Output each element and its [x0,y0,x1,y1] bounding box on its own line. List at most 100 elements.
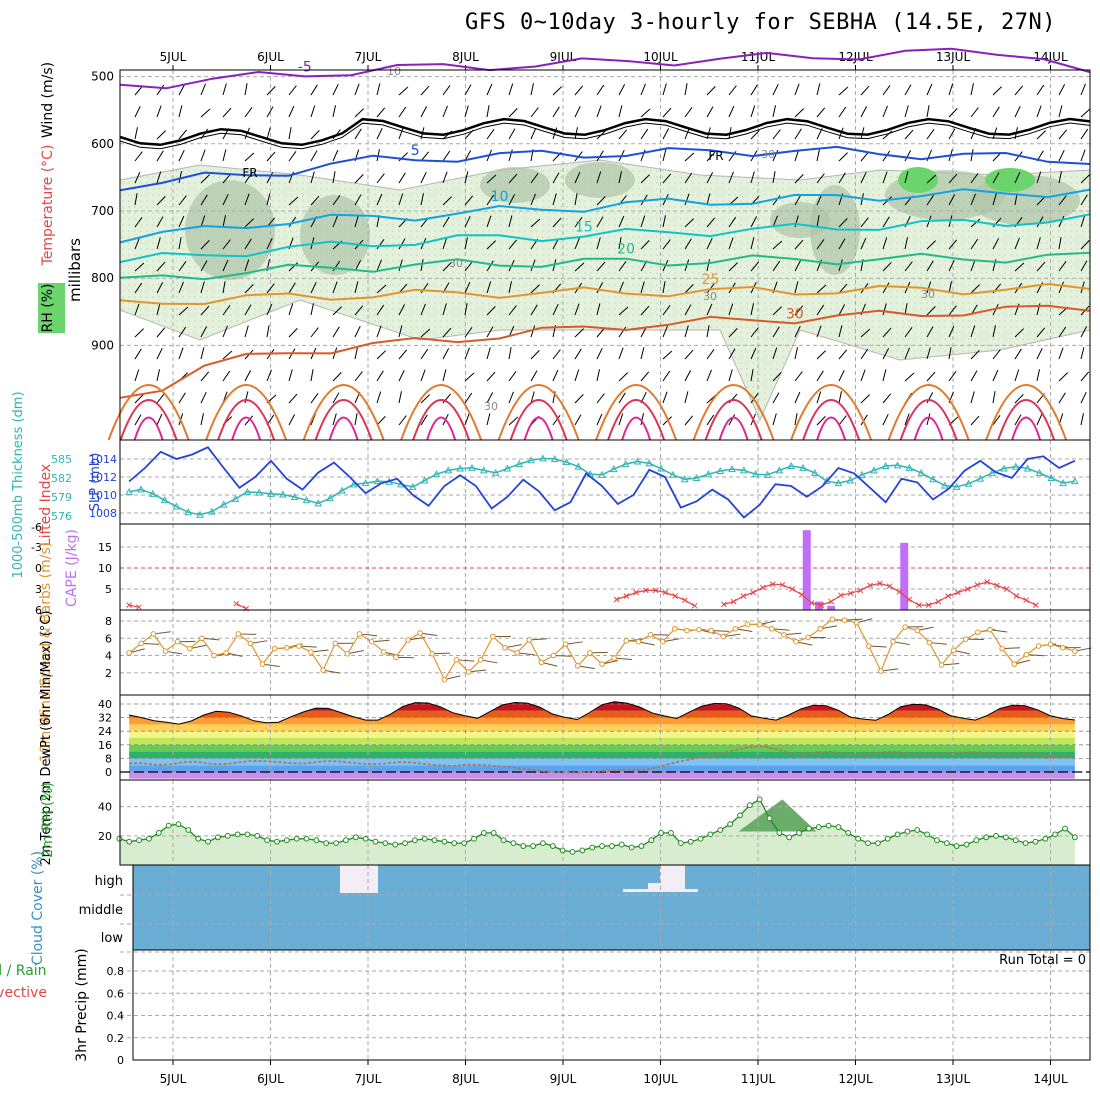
wind-barb [288,105,295,118]
lifted-index-point [1023,597,1029,604]
isotherm-30 [119,304,1091,399]
wind-barb [1036,369,1040,382]
precip-tick-label: 0.6 [107,987,125,1000]
wind-barb [970,370,978,382]
wind-barb [794,239,804,250]
wind-speed-point [865,643,872,649]
isotherm-label: 10 [491,189,509,205]
thickness-point [255,488,264,496]
wind-barb [892,641,910,646]
wind-barb [156,327,166,338]
wind-barb [1036,171,1042,184]
wind-barb [948,347,952,360]
lifted-index-point [730,598,737,605]
rh-point [993,832,999,839]
wind-barb [640,347,645,360]
wind-barb [684,370,692,382]
rh-point [648,837,655,844]
rh-moist-core [565,162,635,198]
wind-barb [1036,413,1043,426]
wind-barb [376,391,382,404]
precip-tick-label: 0.4 [107,1010,125,1023]
wind-barb [1014,171,1021,184]
wind-barb [552,369,559,382]
wind-barb [904,326,913,338]
wind-barb [596,303,601,316]
wind-barb [904,261,913,272]
thickness-point [349,480,358,488]
wind-barb [464,303,468,316]
wind-barb [596,261,606,272]
wind-barb [156,171,162,184]
wind-barb [442,262,452,272]
cloud-cover-panel: high middle low Cloud Cover (%) [30,851,1090,965]
wind-barb [222,239,231,250]
wind-barb [310,171,315,184]
wind-barb [684,83,688,96]
wind-barb [794,371,803,382]
rh-point [402,840,408,847]
wind-barb [1080,174,1090,184]
rh-point [490,830,497,836]
rh-point [411,837,418,844]
wind-tick-label: 6 [105,632,112,645]
rh-point [766,815,773,822]
wind-barb [750,105,756,118]
wind-speed-point [999,645,1005,652]
wind-barb [816,304,825,316]
wind-barb [574,171,581,184]
rh-point [264,837,271,844]
wind-barb [706,414,715,426]
surface-isotherm [217,399,276,441]
wind-barb [1014,85,1024,96]
wind-barb [376,193,383,206]
wind-barb [772,194,781,206]
rh-point [835,824,842,830]
wind-barb [794,413,798,426]
wind-barb [134,262,145,272]
rh-point [205,838,211,845]
thickness-point [633,457,642,465]
wind-barb [508,215,513,228]
rh-point [924,831,931,838]
wind-speed-point [368,638,375,645]
wind-speed-point [890,638,896,645]
temperature-axis-label: Temperature (°C) [40,145,56,267]
wind-barb [596,347,603,360]
wind-speed-point [186,645,193,652]
wind-barb [640,240,650,250]
thickness-point [243,487,252,495]
wind-barb [565,641,583,645]
wind-barb [1058,372,1068,382]
wind-barb [530,127,537,140]
wind-barb [816,391,822,404]
wind-barb [200,281,205,294]
cloud-clear-gap [623,889,698,892]
wind-barb [156,369,160,382]
wind-speed-point [841,617,848,623]
wind-barb [398,415,407,426]
wind-barb [530,193,536,206]
lifted-index-point [1003,586,1010,592]
wind-barb [354,413,358,426]
wind-barb [244,370,252,382]
wind-barb [1058,129,1068,140]
wind-tick-label: 2 [105,667,112,680]
rh-saturated-core [985,168,1035,192]
wind-barb [992,106,1000,118]
date-label: 13JUL [936,1072,971,1086]
slp-tick-label: 1012 [89,471,117,484]
thickness-point [1011,462,1020,470]
wind-barb [266,86,276,96]
surface-isotherm [328,416,359,441]
wind-speed-point [271,645,278,652]
isotherm--5 [119,47,1091,90]
thickness-point [290,492,299,500]
wind-barb [970,259,976,272]
wind-barb [926,371,936,382]
wind-barb [728,262,738,272]
rh-point [825,822,832,829]
wind-barb [244,284,254,294]
wind-barb [464,347,470,360]
thickness-point [550,454,559,462]
